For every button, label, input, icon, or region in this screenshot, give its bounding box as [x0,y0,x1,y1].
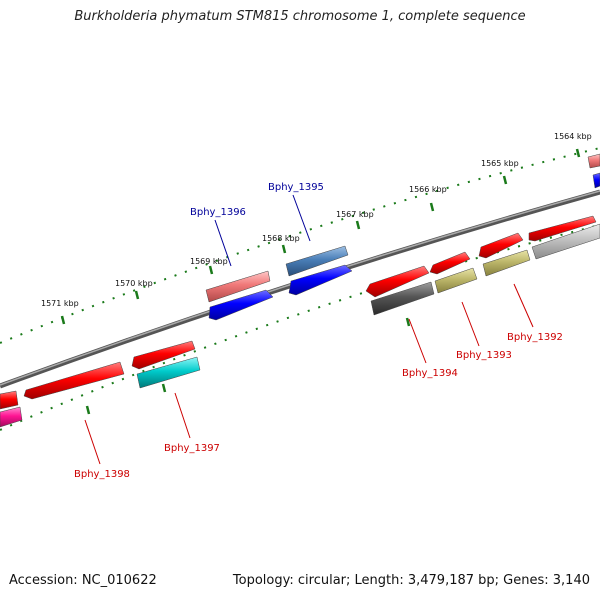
gene-outer-bphy-1394-a[interactable] [429,251,471,275]
leader-bphy-1397 [174,392,191,439]
gene-outer-bphy-1396-b[interactable] [208,289,274,321]
major-tick [429,202,435,212]
gene-outer-bphy-1392[interactable] [528,215,597,242]
kbp-label-1568: 1568 kbp [262,234,300,243]
gene-outer-top-right-b[interactable] [592,172,600,189]
major-tick [502,175,508,185]
gene-inner-magenta-left[interactable] [0,406,23,428]
outer-strand-genes [205,153,600,321]
map-title: Burkholderia phymatum STM815 chromosome … [74,9,526,24]
gene-outer-bphy-1395-b[interactable] [288,264,353,296]
gene-inner-red-a[interactable] [131,340,196,370]
leader-bphy-1392 [513,283,534,328]
kbp-label-1566: 1566 kbp [409,185,447,194]
gene-outer-top-right-a[interactable] [587,153,600,169]
label-bphy-1397[interactable]: Bphy_1397 [164,443,220,454]
kbp-label-1565: 1565 kbp [481,159,519,168]
major-ticks [60,148,581,415]
major-tick [208,265,214,275]
outer-dotted-track [0,147,600,344]
genome-summary-text: Topology: circular; Length: 3,479,187 bp… [232,573,590,588]
leader-bphy-1398 [84,419,101,465]
major-tick [575,148,581,158]
leader-bphy-1395 [292,194,311,242]
label-bphy-1395[interactable]: Bphy_1395 [268,182,324,193]
kbp-label-1567: 1567 kbp [336,210,374,219]
gene-labels: Bphy_1395 Bphy_1396 Bphy_1392 Bphy_1393 … [74,182,563,480]
label-bphy-1398[interactable]: Bphy_1398 [74,469,130,480]
leader-bphy-1394 [408,318,427,364]
gene-inner-red-b[interactable] [23,361,125,400]
kbp-label-1570: 1570 kbp [115,279,153,288]
major-tick [85,405,91,415]
gene-outer-bphy-1396[interactable] [205,270,271,303]
gene-outer-bphy-1393[interactable] [478,232,524,259]
kbp-label-1571: 1571 kbp [41,299,79,308]
kbp-label-1564: 1564 kbp [554,132,592,141]
dotted-tracks [0,147,600,431]
gene-inner-red-left[interactable] [0,390,19,410]
accession-text: Accession: NC_010622 [9,573,157,588]
gene-outer-bphy-1394-b[interactable] [365,265,430,298]
major-tick [281,244,287,254]
major-tick [60,315,66,325]
gene-inner-khaki-a[interactable] [482,249,531,277]
label-bphy-1394[interactable]: Bphy_1394 [402,368,458,379]
label-bphy-1392[interactable]: Bphy_1392 [507,332,563,343]
gene-inner-khaki-b[interactable] [434,267,478,294]
gene-inner-lgray[interactable] [531,223,600,260]
label-bphy-1396[interactable]: Bphy_1396 [190,207,246,218]
leader-bphy-1396 [214,219,232,267]
major-tick [355,220,361,230]
kbp-label-1569: 1569 kbp [190,257,228,266]
major-tick [134,290,140,300]
label-bphy-1393[interactable]: Bphy_1393 [456,350,512,361]
leader-bphy-1393 [461,301,480,347]
gene-inner-dgray[interactable] [370,281,435,316]
major-tick [405,317,411,327]
label-leader-lines [84,194,534,465]
kbp-labels: 1564 kbp 1565 kbp 1566 kbp 1567 kbp 1568… [41,132,592,308]
major-tick [161,383,167,393]
inner-strand-genes [0,223,600,428]
gene-outer-bphy-1395[interactable] [285,245,349,277]
gene-inner-cyan[interactable] [136,356,201,389]
